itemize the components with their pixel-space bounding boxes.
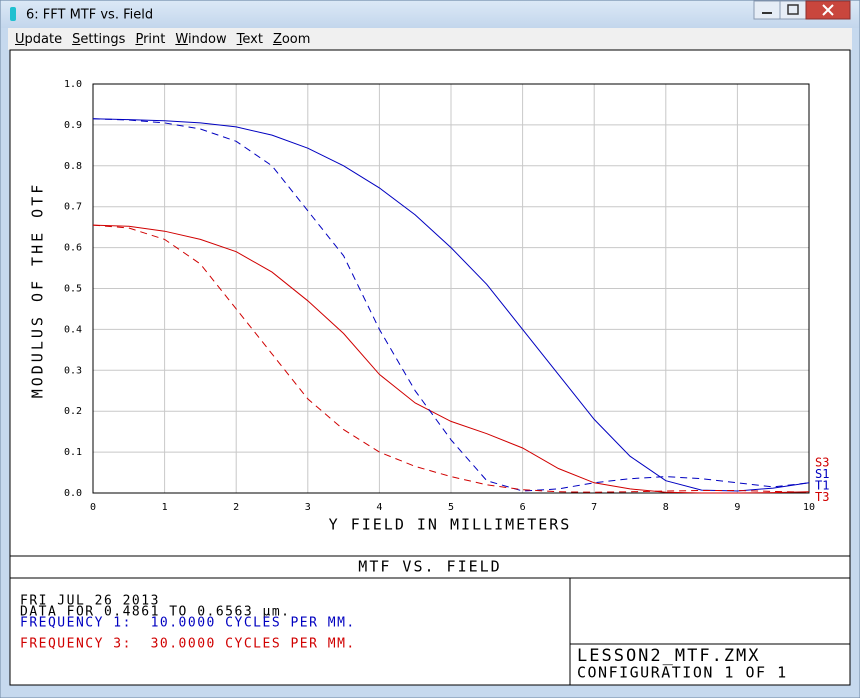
legend-label: T3: [815, 490, 829, 504]
y-axis-label: MODULUS OF THE OTF: [29, 182, 47, 399]
y-tick-label: 1.0: [64, 79, 82, 90]
app-icon: [10, 7, 16, 21]
footer-line: FRI JUL 26 2013: [20, 594, 160, 609]
legend-label: T1: [815, 479, 829, 493]
x-tick-label: 6: [520, 502, 526, 513]
series-line: [92, 224, 810, 493]
maximize-button[interactable]: [779, 0, 807, 20]
y-tick-label: 0.5: [64, 284, 82, 295]
legend-label: S3: [815, 456, 829, 470]
x-tick-label: 9: [734, 502, 740, 513]
x-tick-label: 0: [90, 502, 96, 513]
x-tick-label: 8: [663, 502, 669, 513]
y-tick-label: 0.4: [64, 324, 82, 335]
x-tick-label: 5: [448, 502, 454, 513]
footer-line: FREQUENCY 1: 10.0000 CYCLES PER MM.: [20, 616, 356, 631]
legend-label: S1: [815, 467, 829, 481]
menu-item[interactable]: Update: [15, 32, 63, 47]
minimize-button[interactable]: [753, 0, 781, 20]
menu-bar: [8, 28, 852, 50]
y-tick-label: 0.9: [64, 120, 82, 131]
y-tick-label: 0.3: [64, 365, 82, 376]
title-bar: [1, 1, 859, 28]
file-name: LESSON2_MTF.ZMX: [577, 646, 761, 666]
menu-item[interactable]: Print: [135, 32, 166, 47]
footer-line: DATA FOR 0.4861 TO 0.6563 µm.: [20, 605, 290, 620]
menu-item[interactable]: Settings: [72, 32, 126, 47]
series-line: [92, 118, 810, 492]
footer-title: MTF VS. FIELD: [358, 558, 501, 576]
series-line: [92, 224, 810, 494]
x-tick-label: 10: [803, 502, 815, 513]
y-tick-label: 0.0: [64, 488, 82, 499]
plot-frame: [92, 83, 810, 494]
menu: Update Settings Print Window Text Zoom: [10, 29, 315, 50]
menu-item[interactable]: Zoom: [272, 32, 311, 47]
x-tick-label: 7: [591, 502, 597, 513]
maximize-icon: [787, 4, 799, 15]
config-text: CONFIGURATION 1 OF 1: [577, 664, 788, 682]
series-line: [92, 118, 810, 492]
close-icon: [822, 4, 834, 16]
footer-line: FREQUENCY 3: 30.0000 CYCLES PER MM.: [20, 637, 356, 652]
y-tick-label: 0.6: [64, 243, 82, 254]
y-tick-label: 0.2: [64, 406, 82, 417]
window-title: 6: FFT MTF vs. Field: [26, 8, 153, 23]
y-tick-label: 0.8: [64, 161, 82, 172]
y-tick-label: 0.7: [64, 202, 82, 213]
y-tick-label: 0.1: [64, 447, 82, 458]
x-tick-label: 4: [376, 502, 382, 513]
x-tick-label: 3: [305, 502, 311, 513]
x-tick-label: 1: [162, 502, 168, 513]
menu-item[interactable]: Window: [175, 32, 227, 47]
x-axis-label: Y FIELD IN MILLIMETERS: [329, 516, 572, 534]
x-tick-label: 2: [233, 502, 239, 513]
menu-item[interactable]: Text: [236, 32, 263, 47]
graph-area: [9, 49, 851, 686]
